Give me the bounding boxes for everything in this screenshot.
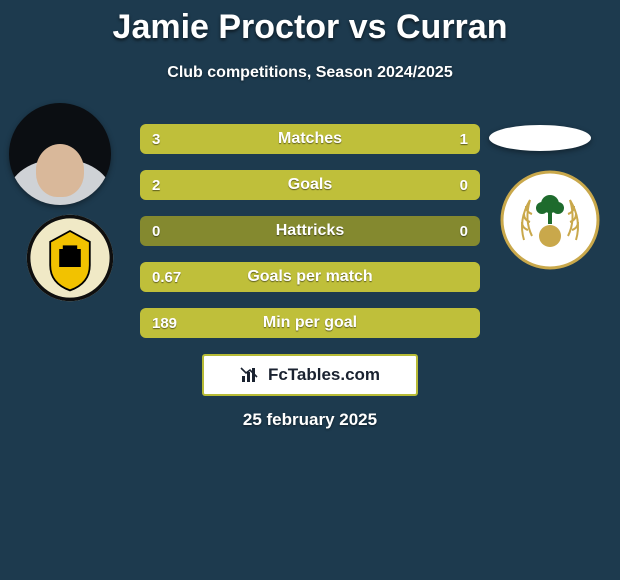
comparison-infographic: Jamie Proctor vs Curran Club competition… — [0, 0, 620, 580]
player-left-face — [9, 103, 111, 205]
stat-row: Goals20 — [140, 170, 480, 200]
player-left-portrait — [9, 103, 111, 205]
brand-text: FcTables.com — [268, 365, 380, 385]
club-badge-right-svg — [500, 170, 600, 270]
stat-bar-track — [140, 262, 480, 292]
player-right-portrait — [489, 125, 591, 151]
stat-value-left: 3 — [152, 124, 160, 154]
club-badge-left-svg — [25, 213, 115, 303]
stat-value-right: 0 — [460, 216, 468, 246]
player-right-club-badge — [500, 170, 600, 270]
stat-bar-fill-left — [140, 262, 480, 292]
stat-row: Hattricks00 — [140, 216, 480, 246]
player-left-head — [36, 144, 85, 197]
player-left-club-badge — [25, 213, 115, 303]
stat-value-left: 0.67 — [152, 262, 181, 292]
stat-value-left: 189 — [152, 308, 177, 338]
brand-box: FcTables.com — [202, 354, 418, 396]
page-subtitle: Club competitions, Season 2024/2025 — [0, 64, 620, 82]
stat-bar-fill-left — [140, 170, 480, 200]
stat-bar-track — [140, 308, 480, 338]
page-title: Jamie Proctor vs Curran — [0, 8, 620, 47]
stat-bar-track — [140, 170, 480, 200]
stat-value-left: 0 — [152, 216, 160, 246]
stat-value-right: 0 — [460, 170, 468, 200]
stat-value-right: 1 — [460, 124, 468, 154]
stat-value-left: 2 — [152, 170, 160, 200]
stat-bar-track — [140, 124, 480, 154]
stat-row: Matches31 — [140, 124, 480, 154]
stat-bar-fill-left — [140, 124, 395, 154]
bar-chart-icon — [240, 366, 262, 384]
stat-bar-track — [140, 216, 480, 246]
stat-row: Goals per match0.67 — [140, 262, 480, 292]
stat-bar-fill-left — [140, 308, 480, 338]
stat-row: Min per goal189 — [140, 308, 480, 338]
comparison-date: 25 february 2025 — [0, 410, 620, 430]
